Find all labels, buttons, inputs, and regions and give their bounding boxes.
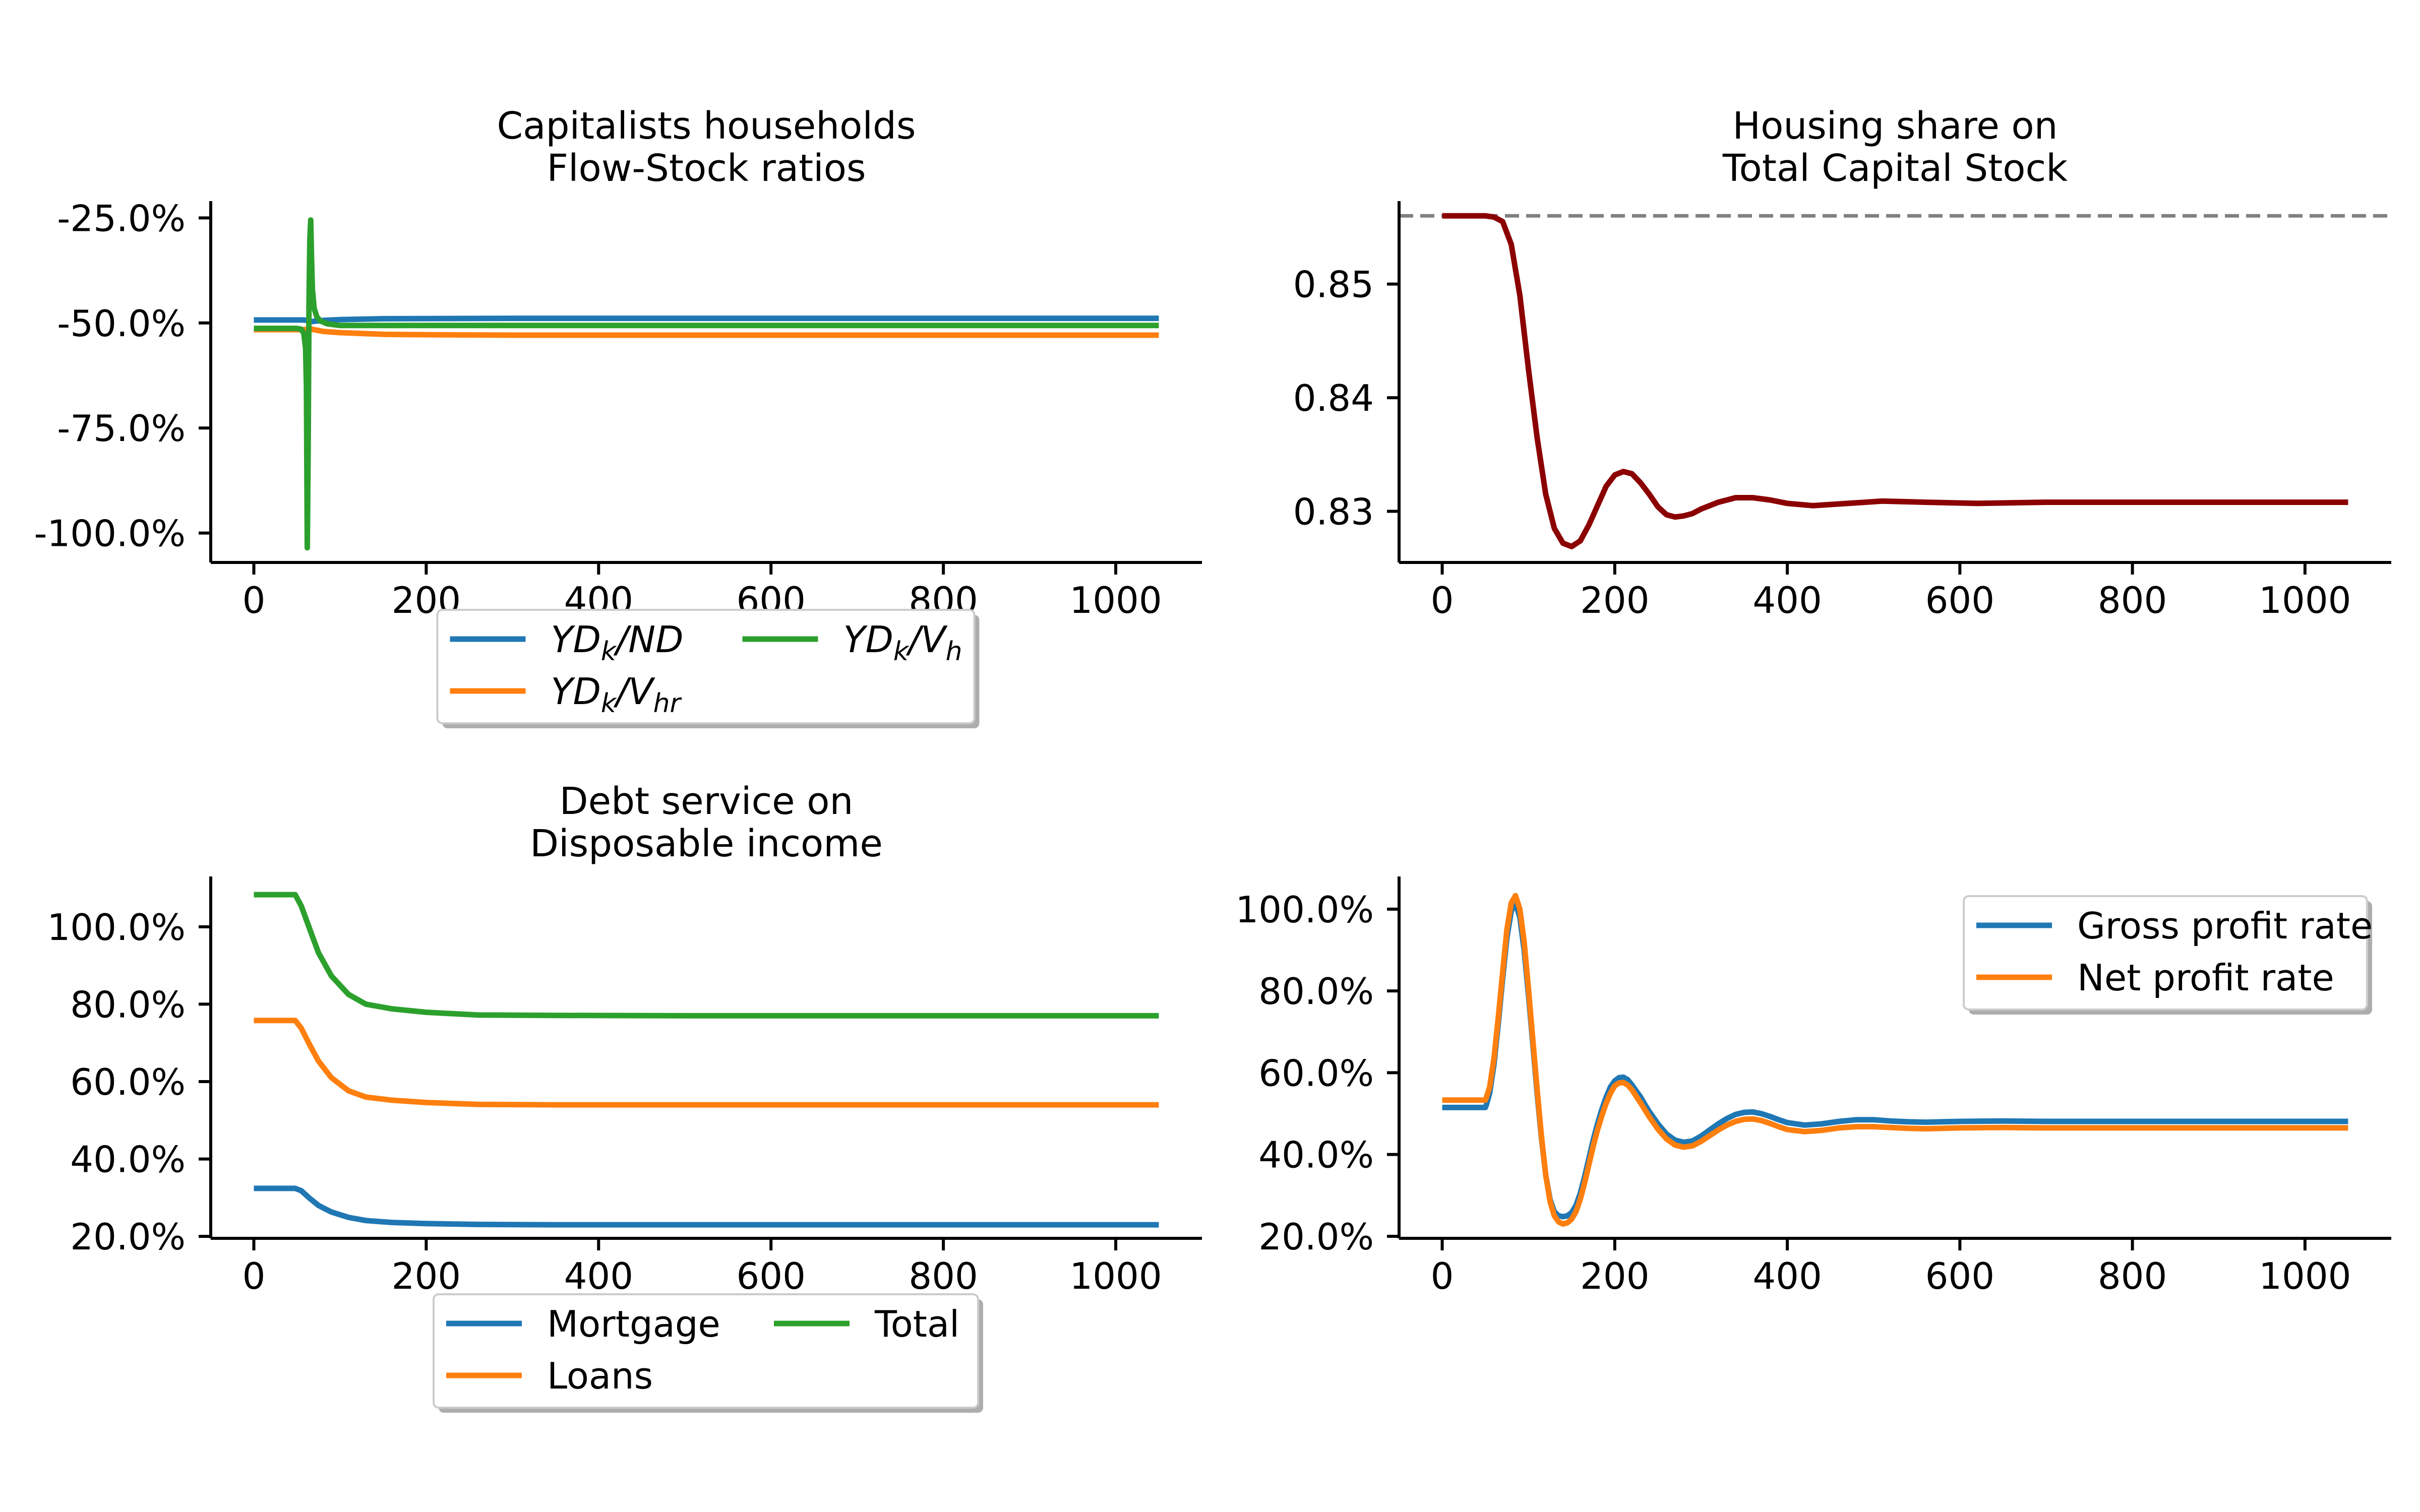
legend-item: YDk/Vhr <box>450 670 683 719</box>
x-tick-label: 600 <box>1925 579 1994 621</box>
x-tick-label: 400 <box>564 1255 633 1297</box>
y-tick-label: 60.0% <box>1258 1052 1374 1094</box>
legend-label: YDk/ND <box>551 618 684 667</box>
legend-item: Mortgage <box>446 1303 720 1345</box>
legend-label: Net profit rate <box>2077 957 2334 999</box>
y-tick-label: 40.0% <box>70 1139 186 1181</box>
chart-title-line: Housing share on <box>1732 104 2058 148</box>
y-tick-label: 100.0% <box>1235 889 1374 931</box>
legend-label: YDk/Vhr <box>551 670 683 719</box>
legend-label: Total <box>874 1303 959 1345</box>
y-tick-label: 80.0% <box>70 983 186 1026</box>
legend-item: Loans <box>446 1355 653 1397</box>
legend-label-part: /V <box>613 670 655 713</box>
x-tick-label: 1000 <box>2259 1255 2351 1297</box>
y-tick-label: 60.0% <box>70 1061 186 1103</box>
legend-label: Mortgage <box>547 1303 720 1345</box>
legend-item: Total <box>774 1303 959 1345</box>
x-tick-label: 600 <box>1925 1255 1994 1297</box>
series-line-loans <box>254 1018 1159 1108</box>
series-line-net-profit-rate <box>1442 893 2348 1227</box>
x-tick-label: 800 <box>2098 1255 2167 1297</box>
legend-label-part: /ND <box>613 618 684 661</box>
x-tick-label: 1000 <box>1069 1255 1162 1297</box>
chart-title-line: Total Capital Stock <box>1722 147 2068 190</box>
legend-label-part: YD <box>551 670 601 713</box>
series-line-housing-share <box>1442 213 2348 549</box>
x-tick-label: 0 <box>1431 1255 1454 1297</box>
legend-label-part: /V <box>905 618 948 661</box>
x-tick-label: 200 <box>392 1255 461 1297</box>
y-tick-label: 80.0% <box>1258 970 1374 1013</box>
x-tick-label: 600 <box>736 1255 805 1297</box>
y-tick-label: 20.0% <box>70 1216 186 1258</box>
chart-title: Housing share on Total Capital Stock <box>1722 104 2068 190</box>
x-tick-label: 1000 <box>1069 579 1162 621</box>
legend-label: Loans <box>547 1355 653 1397</box>
x-tick-label: 0 <box>243 1255 266 1297</box>
legend: Gross profit rate Net profit rate <box>1963 895 2373 1015</box>
y-tick-label: -50.0% <box>57 302 186 345</box>
x-tick-label: 400 <box>1752 579 1822 621</box>
x-tick-label: 800 <box>909 1255 978 1297</box>
legend-item: YDk/ND <box>450 618 684 667</box>
legend-label-subscript: h <box>946 637 962 667</box>
legend-frame <box>436 609 976 724</box>
legend-label-part: YD <box>843 618 893 661</box>
legend-label-part: YD <box>551 618 601 661</box>
panels: Capitalists households Flow-Stock ratios 0… <box>34 104 2391 1413</box>
chart-panel-3: Debt service on Disposable income 0 200 400 6… <box>47 780 1202 1413</box>
legend-label: YDk/Vh <box>843 618 962 667</box>
x-tick-label: 1000 <box>2259 579 2351 621</box>
y-tick-label: -100.0% <box>34 513 186 555</box>
y-tick-label: 40.0% <box>1258 1134 1374 1176</box>
x-tick-label: 0 <box>243 579 266 621</box>
legend-label: Gross profit rate <box>2077 905 2373 947</box>
series-line-yd-k-v-h <box>254 217 1159 551</box>
y-tick-label: -25.0% <box>57 197 186 239</box>
x-tick-label: 200 <box>1580 579 1649 621</box>
legend-item: Gross profit rate <box>1976 905 2373 947</box>
legend-item: YDk/Vh <box>742 618 962 667</box>
chart-title: Debt service on Disposable income <box>530 780 883 865</box>
chart-title-line: Capitalists households <box>497 104 916 148</box>
legend-item: Net profit rate <box>1976 957 2334 999</box>
chart-title-line: Disposable income <box>530 822 883 865</box>
legend-label-subscript: k <box>893 637 910 667</box>
y-tick-label: 0.85 <box>1293 264 1374 306</box>
chart-panel-4: 0 200 400 600 800 1000 20.0% 40.0% 60.0% 80.0% 100… <box>1235 876 2391 1297</box>
x-tick-label: 200 <box>1580 1255 1649 1297</box>
legend-frame <box>1963 895 2368 1011</box>
chart-title-line: Flow-Stock ratios <box>547 147 866 190</box>
chart-title: Capitalists households Flow-Stock ratios <box>497 104 916 190</box>
legend-label-subscript: k <box>601 637 617 667</box>
x-tick-label: 400 <box>1752 1255 1822 1297</box>
chart-title-line: Debt service on <box>560 780 854 823</box>
y-tick-label: 0.83 <box>1293 491 1374 533</box>
legend: Mortgage Loans Total <box>433 1293 983 1413</box>
y-tick-label: 0.84 <box>1293 377 1374 419</box>
x-tick-label: 800 <box>2098 579 2167 621</box>
chart-panel-1: Capitalists households Flow-Stock ratios 0… <box>34 104 1202 728</box>
chart-panel-2: Housing share on Total Capital Stock 0 200 4… <box>1293 104 2391 621</box>
y-tick-label: -75.0% <box>57 407 186 450</box>
x-tick-label: 0 <box>1431 579 1454 621</box>
legend-label-subscript: hr <box>653 688 683 719</box>
y-tick-label: 20.0% <box>1258 1216 1374 1258</box>
legend-label-subscript: k <box>601 688 617 719</box>
y-tick-label: 100.0% <box>47 906 186 949</box>
series-line-mortgage <box>254 1185 1159 1228</box>
series-line-total <box>254 892 1159 1019</box>
